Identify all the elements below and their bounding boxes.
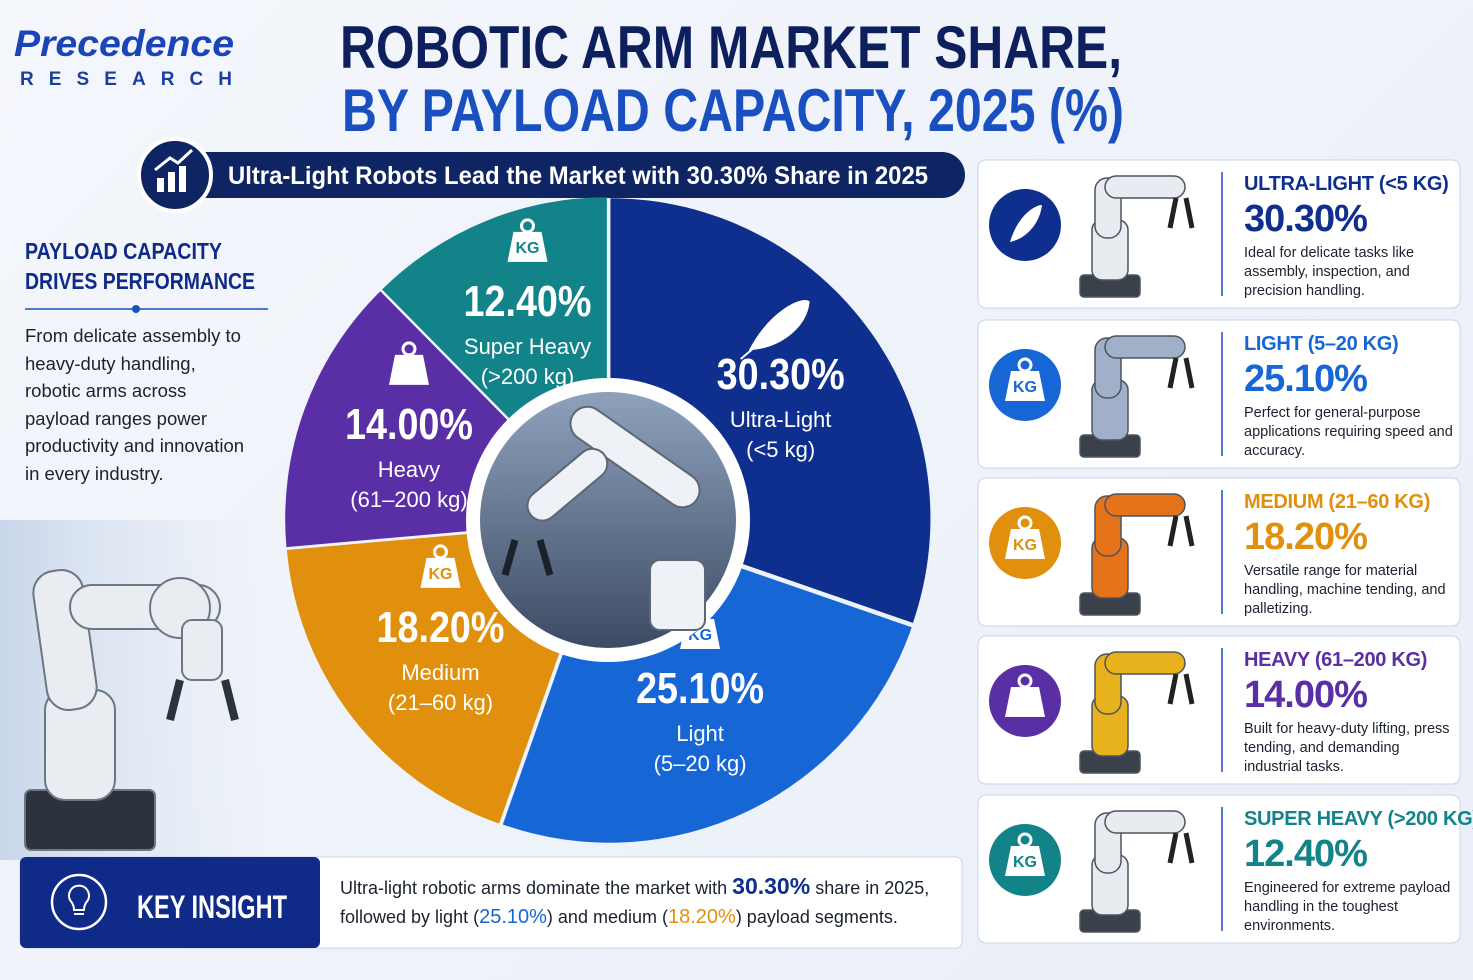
card-value: 14.00% [1244, 674, 1368, 716]
robot-arm [569, 405, 701, 509]
icon-label: KG [1013, 379, 1037, 396]
robot-gripper [1167, 673, 1195, 705]
slice-sublabel: (61–200 kg) [350, 487, 467, 512]
center-robot [501, 405, 706, 631]
robot-forearm [1104, 335, 1186, 359]
chart-subtitle: BY PAYLOAD CAPACITY, 2025 (%) [342, 77, 1124, 144]
kg-icon: KG [420, 544, 461, 588]
insight-icon [50, 873, 108, 931]
card-description: Engineered for extreme payload handling … [1244, 880, 1451, 934]
robot-gripper [1167, 515, 1195, 547]
card-robot [1079, 810, 1195, 933]
slice-category: Light [676, 721, 724, 746]
insight-segment: 25.10% [479, 906, 547, 928]
card-title: HEAVY (61–200 KG) [1244, 649, 1428, 671]
card-title: ULTRA-LIGHT (<5 KG) [1244, 173, 1449, 195]
card-title: MEDIUM (21–60 KG) [1244, 491, 1431, 513]
panel-heading: DRIVES PERFORMANCE [25, 268, 255, 294]
icon-label: KG [1013, 854, 1037, 871]
slice-sublabel: (<5 kg) [746, 437, 815, 462]
icon-weight [1005, 371, 1045, 401]
robot-forearm [1104, 493, 1186, 517]
panel-text: From delicate assembly to heavy-duty han… [25, 325, 245, 484]
icon-label: KG [428, 566, 452, 583]
insight-segment: Ultra-light robotic arms dominate the ma… [340, 878, 728, 898]
robot-illustration [24, 569, 239, 851]
kg-icon: KG [507, 218, 548, 262]
robot-base [649, 559, 706, 631]
icon-label: KG [1013, 537, 1037, 554]
kg-icon: KG [1005, 515, 1045, 559]
chart-title: ROBOTIC ARM MARKET SHARE, [340, 14, 1122, 81]
kg-icon [1005, 673, 1045, 717]
headline-banner [150, 152, 965, 198]
headline: Ultra-Light Robots Lead the Market with … [228, 162, 928, 190]
insight-segment: ) payload segments. [735, 907, 898, 927]
slice-value-label: 18.20% [376, 603, 504, 652]
icon-weight [1005, 529, 1045, 559]
insight-title: KEY INSIGHT [137, 889, 287, 925]
card-title: LIGHT (5–20 KG) [1244, 333, 1399, 355]
insight-text: Ultra-light robotic arms dominate the ma… [340, 872, 955, 932]
card-description: Ideal for delicate tasks like assembly, … [1244, 245, 1415, 299]
kg-icon: KG [1005, 832, 1045, 876]
bulb [68, 884, 90, 915]
card-value: 18.20% [1244, 516, 1368, 558]
robot-gripper [1167, 357, 1195, 389]
slice-sublabel: (>200 kg) [481, 364, 575, 389]
robot-forearm [1104, 810, 1186, 834]
icon-weight [1005, 846, 1045, 876]
divider-dot [132, 305, 140, 313]
slice-category: Heavy [378, 457, 440, 482]
insight-segment: share in 2025, [815, 878, 930, 898]
kg-icon [388, 341, 429, 385]
slice-sublabel: (5–20 kg) [654, 751, 747, 776]
card-robot [1079, 651, 1195, 774]
slice-sublabel: (21–60 kg) [388, 690, 493, 715]
slice-value-label: 30.30% [717, 350, 845, 399]
card-robot [1079, 335, 1195, 458]
icon-weight [1005, 687, 1045, 717]
icon-weight [388, 354, 429, 385]
panel-heading: PAYLOAD CAPACITY [25, 238, 222, 264]
card-title: SUPER HEAVY (>200 KG) [1244, 808, 1473, 830]
icon-weight [420, 557, 461, 588]
robot-gripper [501, 539, 554, 576]
slice-value-label: 12.40% [463, 277, 591, 326]
insight-segment: followed by light ( [340, 907, 480, 927]
kg-icon: KG [1005, 357, 1045, 401]
logo-tagline: RESEARCH [20, 69, 232, 90]
insight-segment: 18.20% [667, 906, 736, 928]
icon-label: KG [515, 240, 539, 257]
slice-value-label: 25.10% [636, 664, 764, 713]
card-description: Perfect for general-purpose applications… [1244, 405, 1453, 459]
robot-gripper [1167, 197, 1195, 229]
insight-segment: 30.30% [732, 873, 811, 899]
feather-icon [1010, 205, 1042, 242]
card-description: Built for heavy-duty lifting, press tend… [1244, 721, 1450, 775]
chart-icon [154, 148, 194, 192]
slice-category: Medium [401, 660, 479, 685]
card-value: 12.40% [1244, 833, 1368, 875]
robot-forearm [1104, 175, 1186, 199]
card-description: Versatile range for material handling, m… [1244, 563, 1446, 617]
slice-category: Super Heavy [464, 334, 591, 359]
icon-weight [507, 231, 548, 262]
robot-forearm [526, 447, 609, 522]
insight-segment: ) and medium ( [546, 907, 668, 927]
card-value: 25.10% [1244, 358, 1368, 400]
card-robot [1079, 493, 1195, 616]
robot-forearm [1104, 651, 1186, 675]
card-robot [1079, 175, 1195, 298]
slice-category: Ultra-Light [730, 407, 831, 432]
robot-gripper [1167, 832, 1195, 864]
logo-name: Precedence [14, 23, 234, 64]
feather-icon [740, 300, 810, 360]
card-value: 30.30% [1244, 198, 1368, 240]
slice-value-label: 14.00% [345, 400, 473, 449]
